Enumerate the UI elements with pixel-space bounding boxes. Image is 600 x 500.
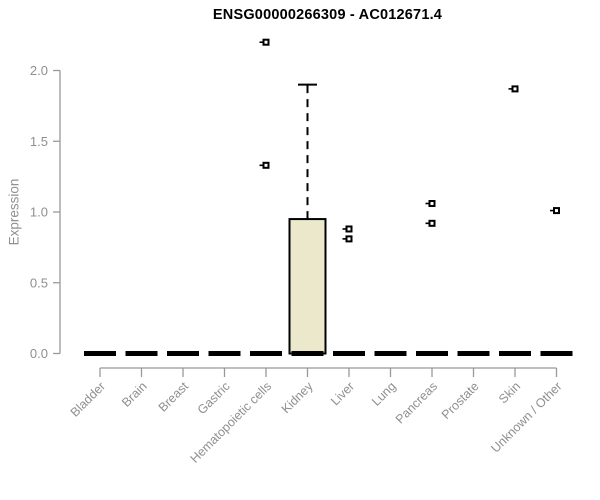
median-line <box>457 351 490 356</box>
median-line <box>125 351 158 356</box>
median-line <box>333 351 365 356</box>
y-tick-label: 1.0 <box>30 205 48 220</box>
median-line <box>540 351 573 356</box>
outlier-point <box>428 219 436 227</box>
median-line <box>499 351 531 356</box>
category-label: Gastric <box>195 379 233 417</box>
category-label: Brain <box>119 379 150 410</box>
outlier-point <box>428 200 436 208</box>
category-label: Pancreas <box>393 379 440 426</box>
median-line <box>208 351 241 356</box>
median-line <box>167 351 199 356</box>
chart-title: ENSG00000266309 - AC012671.4 <box>212 7 443 23</box>
median-line <box>250 351 282 356</box>
outlier-point <box>511 85 519 93</box>
outlier-point <box>262 161 270 169</box>
category-label: Skin <box>496 379 523 406</box>
category-label: Hematopoietic cells <box>188 379 275 466</box>
y-tick-label: 2.0 <box>30 63 48 78</box>
median-line <box>416 351 448 356</box>
outlier-point <box>345 225 353 233</box>
outlier-point <box>262 38 270 46</box>
category-label: Kidney <box>279 379 316 416</box>
median-line <box>374 351 407 356</box>
outlier-point <box>553 207 560 215</box>
y-tick-label: 0.0 <box>30 346 48 361</box>
category-label: Prostate <box>439 379 482 422</box>
outlier-point <box>345 235 353 243</box>
category-label: Breast <box>156 379 192 415</box>
category-label: Bladder <box>68 379 108 419</box>
box <box>288 218 327 355</box>
category-label: Unknown / Other <box>488 379 564 455</box>
category-label: Lung <box>369 379 399 409</box>
category-label: Liver <box>328 379 357 408</box>
median-line <box>291 351 324 356</box>
y-tick-label: 1.5 <box>30 134 48 149</box>
median-line <box>84 351 116 356</box>
y-tick-label: 0.5 <box>30 275 48 290</box>
